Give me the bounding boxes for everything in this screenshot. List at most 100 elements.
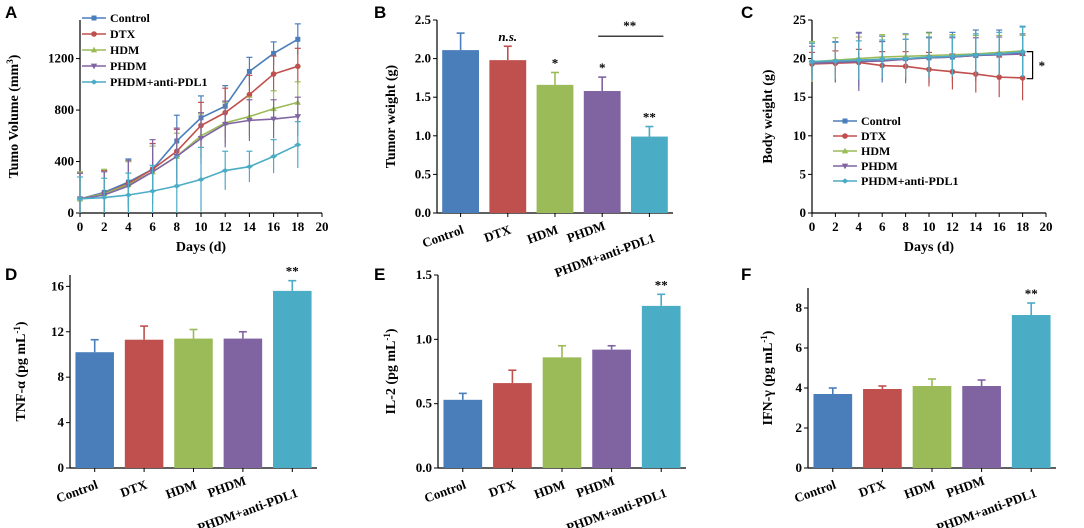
data-point: [197, 135, 205, 142]
y-tick-label: 2.0: [415, 51, 431, 66]
x-category-label: DTX: [856, 477, 887, 501]
data-point: [902, 56, 910, 62]
panel-e-bar-chart: 0.00.51.01.5**Control DTX HDM PHDMPHDM+anti…: [416, 267, 686, 528]
data-point: [149, 188, 157, 194]
y-tick-label: 1.0: [415, 128, 431, 143]
data-point: [808, 59, 816, 65]
y-tick-label: 0: [800, 205, 807, 220]
x-category-label: HDM: [902, 477, 937, 502]
y-tick-label: 4: [58, 415, 65, 430]
series-line-PHDM+anti-PDL1: [811, 50, 1023, 63]
x-axis-label: Days (d): [904, 240, 955, 255]
superscript-minus-1: -1: [382, 333, 392, 341]
data-point: [271, 50, 277, 56]
closing-paren: ): [384, 328, 399, 333]
x-tick-label: 6: [879, 219, 886, 234]
y-tick-label: 0: [58, 460, 65, 475]
bar-HDM: [542, 357, 582, 468]
bar-PHDM+anti-PDL1: [273, 290, 312, 468]
data-point: [90, 46, 98, 53]
x-tick-label: 4: [856, 219, 863, 234]
x-tick-label: 10: [923, 219, 936, 234]
data-point: [124, 192, 132, 198]
y-tick-label: 8: [796, 300, 803, 315]
data-point: [246, 68, 252, 74]
x-category-label: Control: [420, 222, 466, 251]
x-tick-label: 2: [832, 219, 839, 234]
closing-paren: ): [761, 330, 776, 335]
data-point: [221, 167, 229, 174]
data-point: [246, 117, 253, 124]
data-point: [925, 54, 933, 60]
y-tick-label: 0: [796, 460, 803, 475]
panel-label-d: D: [5, 265, 17, 284]
x-tick-label: 18: [1016, 219, 1030, 234]
superscript-3: 3: [5, 59, 15, 64]
y-axis-label: IL-2 (pg mL-1): [382, 328, 399, 414]
superscript-minus-1: -1: [759, 335, 769, 343]
data-point: [270, 71, 277, 77]
bar-PHDM+anti-PDL1: [1011, 315, 1051, 468]
data-point: [948, 53, 956, 59]
data-point: [295, 63, 301, 70]
y-tick-label: 8: [58, 369, 65, 384]
bar-PHDM: [962, 386, 1001, 468]
y-tick-label: 0: [68, 205, 75, 220]
closing-paren: ): [14, 321, 29, 326]
legend-label: PHDM+anti-PDL1: [110, 75, 208, 89]
significance-mark: **: [655, 277, 668, 292]
panel-label-b: B: [374, 3, 386, 22]
x-category-label: HDM: [525, 222, 560, 247]
data-point: [270, 116, 277, 123]
x-category-label: DTX: [118, 477, 149, 501]
y-label-main: IFN-γ (pg mL: [761, 343, 776, 426]
y-tick-label: 25: [793, 12, 807, 27]
legend-label: Control: [861, 114, 901, 128]
y-tick-label: 4: [796, 380, 803, 395]
data-point: [91, 15, 97, 21]
y-axis-label: Tumor weight (g): [384, 64, 399, 168]
significance-mark: n.s.: [498, 29, 517, 44]
legend-label: PHDM: [861, 159, 898, 173]
data-point: [76, 196, 84, 202]
x-tick-label: 0: [809, 219, 816, 234]
y-tick-label: 1.5: [416, 267, 433, 282]
legend-label: PHDM+anti-PDL1: [861, 174, 959, 188]
data-point: [295, 36, 301, 42]
y-tick-label: 12: [51, 324, 64, 339]
series-line-HDM: [79, 101, 299, 200]
significance-mark: **: [286, 264, 299, 279]
y-tick-label: 10: [793, 128, 806, 143]
y-tick-label: 0.5: [416, 396, 433, 411]
bar-HDM: [174, 338, 213, 468]
data-point: [294, 114, 301, 120]
x-tick-label: 2: [101, 219, 108, 234]
bar-PHDM: [592, 349, 631, 468]
x-tick-label: 16: [993, 219, 1007, 234]
legend-label: PHDM: [110, 59, 147, 73]
series-line-PHDM: [79, 115, 298, 200]
data-point: [222, 121, 229, 128]
bar-Control: [442, 50, 480, 213]
bar-DTX: [124, 339, 164, 468]
data-point: [841, 147, 849, 154]
data-point: [197, 176, 205, 183]
significance-mark: *: [552, 55, 559, 70]
comparison-mark: *: [1039, 58, 1046, 73]
x-category-label: Control: [422, 477, 468, 506]
comparison-bracket: [1026, 51, 1034, 80]
x-tick-label: 4: [125, 219, 132, 234]
panel-label-c: C: [741, 3, 753, 22]
closing-paren: ): [7, 54, 22, 59]
x-category-label: Control: [54, 477, 100, 506]
y-tick-label: 1.0: [416, 331, 432, 346]
y-tick-label: 800: [55, 102, 75, 117]
x-tick-label: 8: [902, 219, 909, 234]
x-tick-label: 18: [291, 219, 305, 234]
data-point: [1019, 49, 1027, 55]
y-tick-label: 1200: [48, 51, 74, 66]
data-point: [996, 74, 1002, 80]
